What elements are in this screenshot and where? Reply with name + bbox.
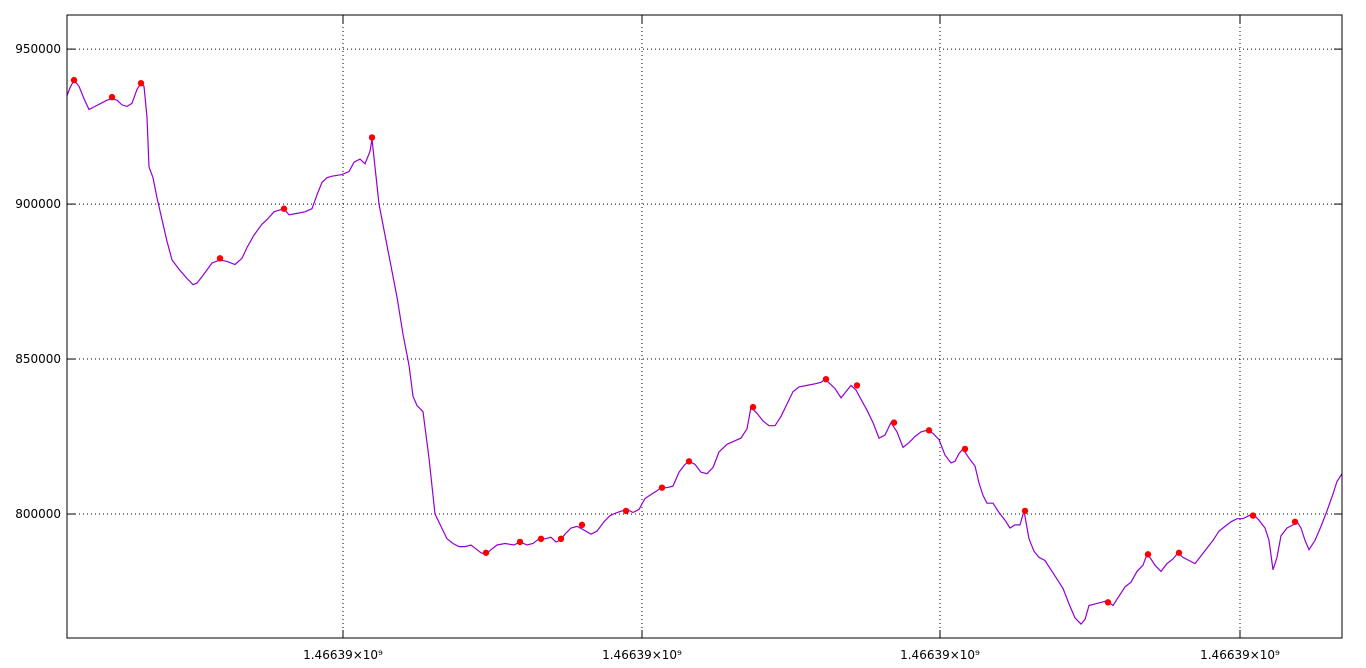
peak-marker bbox=[1021, 507, 1029, 515]
peak-marker bbox=[557, 535, 565, 543]
peak-marker bbox=[516, 538, 524, 546]
peak-marker bbox=[1175, 549, 1183, 556]
x-tick-label: 1.46639×10⁹ bbox=[303, 648, 383, 662]
peak-marker bbox=[70, 76, 78, 84]
peak-marker bbox=[853, 382, 861, 389]
peak-marker bbox=[1144, 551, 1152, 558]
plot-frame bbox=[66, 14, 1343, 639]
peak-marker bbox=[822, 375, 830, 383]
peak-marker bbox=[482, 549, 490, 556]
y-tick-label: 950000 bbox=[15, 42, 61, 56]
peak-marker bbox=[685, 458, 693, 465]
peak-marker bbox=[749, 403, 757, 411]
y-axis-ticks: 800000 850000 900000 950000 bbox=[15, 42, 1342, 521]
peak-marker bbox=[658, 484, 666, 491]
series-line bbox=[66, 79, 1343, 625]
peak-marker bbox=[1249, 512, 1257, 519]
peak-marker bbox=[108, 93, 116, 101]
peak-marker bbox=[537, 535, 545, 543]
x-axis-ticks: 1.46639×10⁹ 1.46639×10⁹ 1.46639×10⁹ 1.46639… bbox=[303, 15, 1280, 662]
peak-marker bbox=[961, 445, 969, 453]
peak-marker bbox=[137, 79, 145, 87]
y-tick-label: 900000 bbox=[15, 197, 61, 211]
peak-marker bbox=[578, 521, 586, 529]
x-tick-label: 1.46639×10⁹ bbox=[602, 648, 682, 662]
peak-marker bbox=[1104, 599, 1112, 606]
peak-marker bbox=[890, 419, 898, 426]
peak-marker bbox=[216, 255, 224, 262]
peak-marker bbox=[368, 134, 376, 141]
x-tick-label: 1.46639×10⁹ bbox=[1200, 648, 1280, 662]
y-tick-label: 850000 bbox=[15, 352, 61, 366]
peak-marker bbox=[925, 427, 933, 434]
peak-marker bbox=[1291, 518, 1299, 525]
peak-marker bbox=[622, 507, 630, 515]
y-tick-label: 800000 bbox=[15, 507, 61, 521]
grid-lines bbox=[67, 15, 1342, 638]
x-tick-label: 1.46639×10⁹ bbox=[900, 648, 980, 662]
peak-markers bbox=[70, 76, 1299, 606]
peak-marker bbox=[280, 205, 288, 212]
